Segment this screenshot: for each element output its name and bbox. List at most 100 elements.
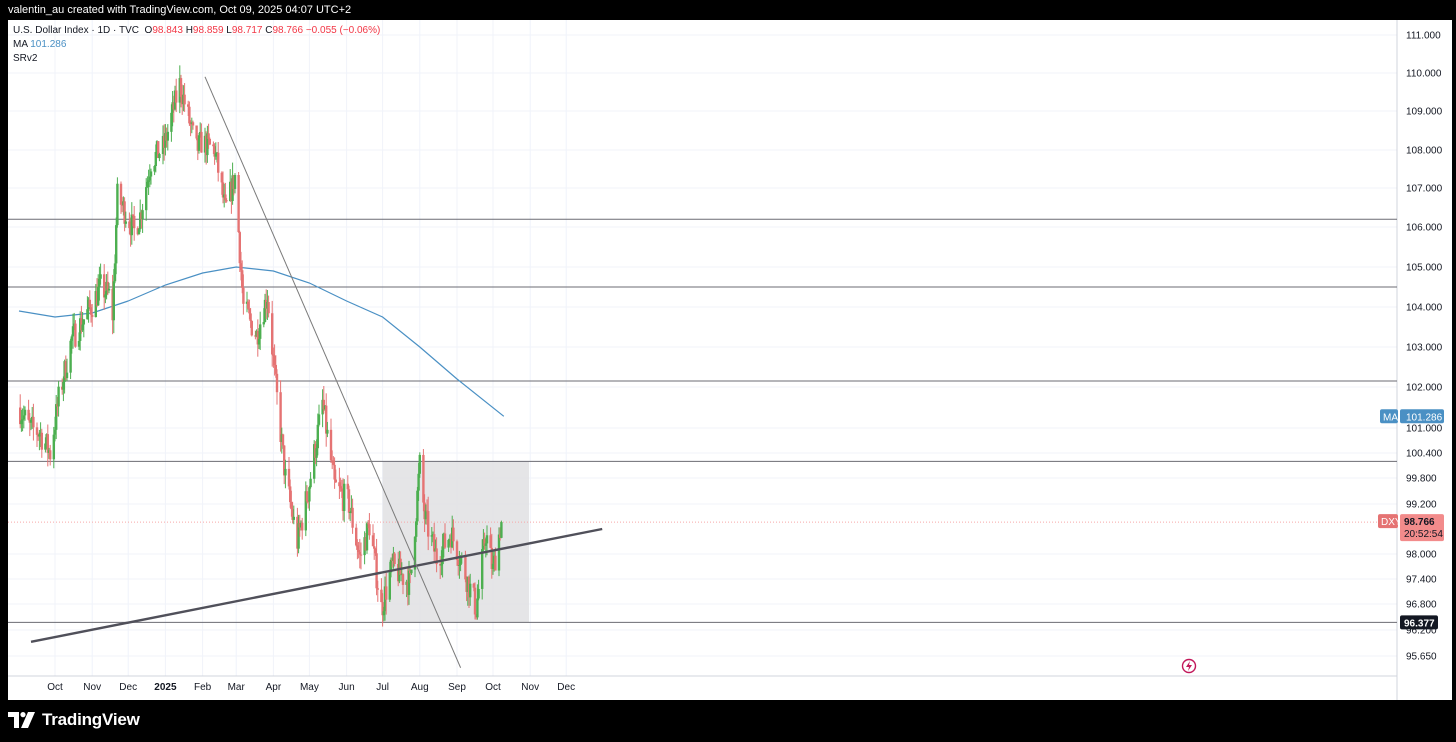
candle-body [20,420,23,425]
candle-body [423,502,426,520]
y-tick-label: 105.000 [1406,263,1443,274]
candle-body [206,133,209,156]
candle-body [440,564,443,566]
candle-body [81,324,84,331]
candle-body [187,104,190,107]
candle-body [316,424,319,449]
legend-ma-label: MA [13,39,28,50]
ma-symbol-text: MA [1383,412,1398,423]
candle-body [494,555,497,571]
candle-body [263,299,267,323]
x-tick-label: Feb [194,682,212,693]
candle-body [22,415,25,420]
trendline [204,76,462,668]
credit-text: valentin_au created with TradingView.com… [8,4,352,16]
candle-body [346,483,349,490]
candle-body [49,450,52,460]
candle-body [80,318,83,331]
candle-body [154,151,157,167]
candle-body [195,125,198,139]
candle-body [241,270,244,288]
candle-body [433,534,436,552]
legend-symbol: U.S. Dollar Index · 1D · TVC [13,25,139,36]
price-chart[interactable]: Oct Nov Dec 2025 Feb Mar Apr May Jun Jul Aug Sep Oct… [0,0,1456,700]
candle-body [469,583,472,598]
candle-body [129,228,132,236]
candle-body [338,482,341,487]
candle-body [435,548,438,565]
candle-body [231,175,234,202]
candle-body [416,490,419,522]
candle-body [452,527,455,542]
candle-body [424,510,427,520]
candle-body [131,214,135,216]
tradingview-logo[interactable]: TradingView [8,708,140,732]
candle-body [291,509,294,520]
candle-body [257,338,261,345]
x-tick-label: 2025 [154,682,177,693]
candle-body [388,572,391,600]
candle-body [121,204,124,206]
candle-body [153,166,156,172]
plot-area [8,65,1397,668]
lightning-icon [1186,661,1192,671]
candle-body [165,133,168,141]
legend-l-label: L [226,25,232,36]
dxy-symbol-text: DXY [1381,517,1402,528]
candle-body [55,404,58,430]
x-tick-label: Dec [557,682,575,693]
candle-body [207,133,210,139]
candle-body [485,535,489,544]
candle-body [401,574,405,585]
candle-body [308,487,311,502]
candle-body [224,194,227,201]
x-tick-label: Nov [521,682,539,693]
candle-body [301,522,304,531]
candle-body [425,510,429,512]
candle-body [407,570,411,595]
support-price-text: 96.377 [1404,618,1435,629]
candle-body [262,322,265,325]
x-tick-label: Apr [266,682,282,693]
candle-body [382,611,385,616]
y-tick-label: 99.800 [1406,474,1437,485]
candle-body [347,489,351,513]
candle-body [99,274,102,279]
candle-body [483,539,486,546]
candle-body [464,556,467,580]
candle-body [21,419,24,421]
candle-body [137,229,141,235]
candle-body [500,522,503,538]
candle-body [274,364,277,374]
candle-body [472,583,475,588]
candle-body [441,546,444,565]
candle-body [65,372,69,379]
candle-body [271,313,274,355]
candle-body [19,407,22,425]
chart-frame [8,0,1452,700]
candle-body [189,123,192,125]
x-tick-label: Dec [119,682,137,693]
candle-body [418,454,421,474]
candle-body [157,141,160,159]
candle-body [89,307,93,315]
candle-body [357,549,360,553]
ma-price-tag [1400,409,1444,424]
y-tick-label: 110.000 [1406,69,1442,80]
candle-body [283,445,286,476]
candle-body [309,478,312,488]
legend-ohlc: U.S. Dollar Index · 1D · TVC O98.843 H98… [13,25,380,36]
y-tick-label: 95.650 [1406,652,1437,663]
ma-symbol-tag [1380,409,1398,424]
candle-body [69,340,72,373]
x-tick-label: Oct [47,682,63,693]
candle-body [373,546,376,549]
candle-body [119,183,123,205]
candle-body [490,547,493,569]
candle-body [476,598,479,618]
candle-body [413,536,417,570]
candle-body [279,392,282,442]
y-tick-label: 107.000 [1406,184,1443,195]
candle-body [430,535,433,537]
candle-body [281,434,285,446]
